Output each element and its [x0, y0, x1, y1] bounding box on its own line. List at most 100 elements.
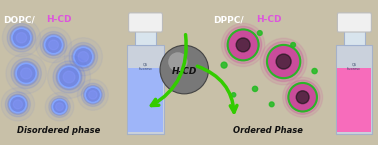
Circle shape [276, 54, 291, 69]
Circle shape [161, 47, 207, 93]
Circle shape [7, 23, 36, 52]
Circle shape [168, 54, 200, 86]
Text: H-CD: H-CD [256, 15, 282, 24]
FancyBboxPatch shape [129, 13, 163, 32]
Text: Ordered Phase: Ordered Phase [234, 126, 303, 135]
Circle shape [72, 45, 95, 68]
Circle shape [180, 65, 189, 74]
Circle shape [167, 52, 202, 87]
Circle shape [228, 29, 259, 60]
Circle shape [236, 38, 250, 52]
Circle shape [177, 62, 192, 77]
Circle shape [296, 91, 309, 104]
Circle shape [88, 91, 97, 99]
Circle shape [170, 55, 198, 84]
Text: QS
fluoresc: QS fluoresc [347, 63, 361, 71]
Circle shape [291, 42, 296, 47]
Circle shape [164, 49, 205, 90]
Circle shape [56, 64, 82, 90]
Circle shape [168, 52, 187, 72]
FancyBboxPatch shape [127, 45, 164, 134]
Circle shape [81, 83, 104, 106]
Circle shape [63, 71, 75, 83]
Circle shape [181, 66, 188, 73]
FancyBboxPatch shape [337, 13, 371, 32]
Circle shape [222, 23, 265, 67]
Circle shape [162, 47, 207, 92]
Circle shape [225, 26, 262, 64]
Circle shape [1, 88, 34, 121]
Circle shape [172, 58, 196, 81]
Circle shape [263, 42, 304, 81]
Circle shape [161, 46, 208, 93]
Circle shape [260, 38, 307, 85]
Circle shape [175, 61, 193, 78]
Circle shape [48, 56, 90, 98]
Circle shape [78, 52, 88, 62]
Bar [337, 68, 371, 132]
Circle shape [16, 32, 27, 43]
Text: H-CD: H-CD [46, 15, 72, 24]
Circle shape [183, 68, 186, 71]
Circle shape [8, 94, 28, 114]
Circle shape [175, 60, 194, 79]
Circle shape [16, 63, 36, 84]
Circle shape [181, 67, 187, 73]
Circle shape [253, 86, 258, 91]
Circle shape [267, 45, 300, 78]
Text: DPPC/: DPPC/ [213, 15, 244, 24]
Circle shape [178, 63, 191, 76]
Circle shape [163, 48, 205, 91]
Circle shape [21, 68, 32, 79]
Circle shape [165, 50, 203, 89]
Circle shape [182, 67, 187, 72]
Circle shape [184, 69, 185, 70]
Circle shape [166, 51, 203, 88]
Circle shape [160, 45, 209, 94]
Circle shape [56, 103, 64, 111]
Circle shape [288, 83, 317, 112]
Circle shape [5, 92, 30, 117]
Circle shape [283, 77, 323, 117]
FancyBboxPatch shape [336, 45, 372, 134]
Circle shape [166, 52, 202, 88]
Circle shape [12, 28, 31, 47]
Circle shape [11, 58, 41, 89]
Circle shape [69, 42, 98, 71]
Circle shape [163, 48, 206, 91]
Circle shape [177, 63, 191, 76]
Bar [128, 68, 163, 132]
Circle shape [174, 60, 194, 80]
Text: H-CD: H-CD [172, 67, 197, 76]
Circle shape [77, 79, 108, 110]
Bar [128, 68, 163, 132]
Circle shape [179, 65, 189, 75]
Circle shape [176, 61, 192, 78]
Circle shape [36, 27, 71, 63]
Circle shape [85, 87, 101, 103]
Circle shape [13, 100, 22, 109]
Circle shape [183, 68, 186, 71]
Circle shape [45, 36, 62, 54]
Circle shape [53, 100, 67, 114]
Circle shape [179, 64, 190, 75]
Circle shape [9, 96, 26, 113]
Circle shape [257, 31, 262, 35]
Circle shape [285, 80, 320, 114]
Circle shape [160, 45, 209, 94]
Circle shape [51, 98, 68, 115]
Circle shape [312, 68, 317, 74]
Circle shape [6, 53, 46, 94]
Circle shape [221, 62, 227, 68]
Circle shape [167, 53, 201, 86]
Circle shape [172, 57, 197, 82]
Circle shape [49, 96, 70, 117]
Text: DOPC/: DOPC/ [3, 15, 35, 24]
Circle shape [45, 93, 74, 121]
Circle shape [169, 54, 200, 85]
Bar [135, 29, 156, 45]
Circle shape [58, 66, 80, 88]
Circle shape [43, 34, 64, 56]
Circle shape [169, 55, 199, 85]
Circle shape [270, 102, 274, 107]
